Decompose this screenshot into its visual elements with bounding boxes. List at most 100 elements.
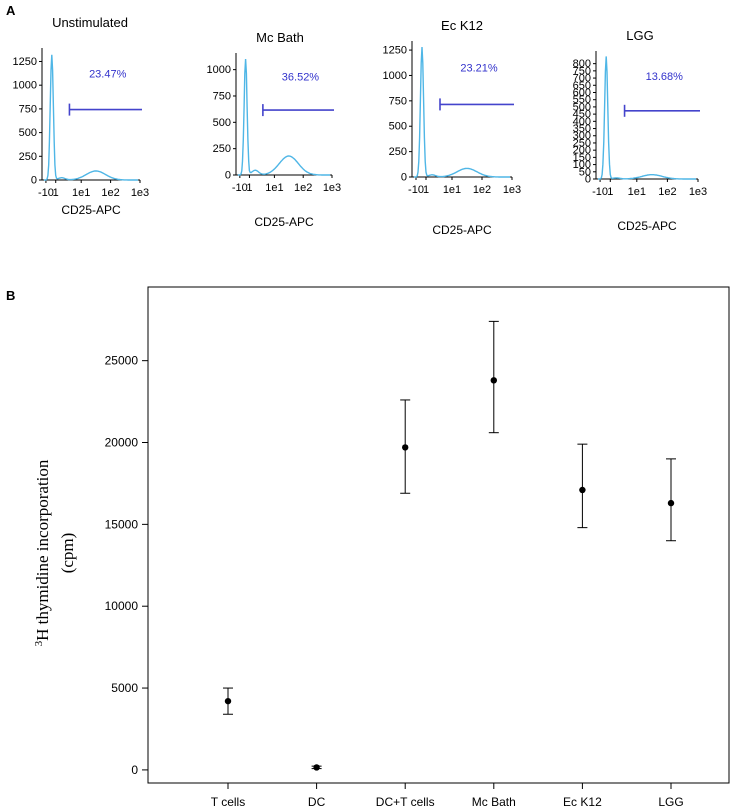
histogram-y-tick-label: 1000 [207,64,231,76]
histogram-curve [598,56,696,180]
histogram-x-tick-label: 1e3 [323,182,341,194]
histogram-x-tick-label: 1 [246,182,252,194]
x-tick-label: T cells [211,795,245,809]
histogram-y-tick-label: 150 [573,152,591,164]
histogram-x-tick-label: 1e2 [658,186,676,198]
histogram-x-tick-label: 1 [607,186,613,198]
histogram-x-tick-label: 1e3 [503,184,521,196]
histogram-x-tick-label: -10 [38,187,54,199]
plot-frame [147,286,730,784]
data-point-marker [224,697,232,705]
data-point-dc-t-cells [400,399,411,494]
histogram-curve [414,46,510,178]
histogram-y-tick-label: 250 [573,137,591,149]
histogram-y-tick-label: 750 [573,65,591,77]
histogram-y-tick-label: 700 [573,73,591,85]
histogram-y-tick-label: 300 [573,130,591,142]
histogram-y-tick-label: 0 [225,170,231,182]
histogram-y-tick-label: 500 [19,127,37,139]
histogram-x-axis-label: CD25-APC [617,219,677,233]
panel-b-letter: B [6,288,15,303]
histogram-y-tick-label: 550 [573,94,591,106]
histogram-title: LGG [626,28,653,43]
data-point-marker [402,444,409,451]
panel-b-chart: 0 5000 10000 15000 20000 25000 T cells DC DC+T … [33,286,730,809]
y-axis: 0 5000 10000 15000 20000 25000 [105,354,148,777]
histogram-title: Mc Bath [256,30,304,45]
histogram-y-tick-label: 50 [579,166,591,178]
data-points [223,320,676,771]
histogram-x-tick-label: 1e1 [443,184,461,196]
x-tick-label: DC+T cells [376,795,435,809]
y-tick-label: 5000 [111,681,138,695]
data-point-marker [313,764,320,771]
gate-percent-label: 23.47% [89,69,127,81]
histogram-y-tick-label: 0 [585,174,591,186]
histogram-y-tick-label: 0 [401,172,407,184]
histogram-y-tick-label: 350 [573,123,591,135]
data-point-ec-k12 [577,443,588,529]
gate-percent-label: 13.68% [646,71,684,83]
histogram-y-tick-label: 600 [573,87,591,99]
histogram-x-tick-label: -10 [232,182,248,194]
histogram-x-tick-label: 1e1 [628,186,646,198]
y-axis-label-unit: (cpm) [58,533,77,574]
gate-percent-label: 36.52% [282,72,320,84]
histogram-y-tick-label: 800 [573,58,591,70]
histogram-x-axis-label: CD25-APC [432,223,492,237]
histogram-y-tick-label: 250 [213,143,231,155]
histogram-y-tick-label: 200 [573,145,591,157]
data-point-marker [667,499,675,507]
histogram-y-tick-label: 0 [31,175,37,187]
histogram-x-tick-label: 1e1 [72,187,90,199]
histogram-x-tick-label: 1 [423,184,429,196]
x-tick-label: DC [308,795,326,809]
histogram-y-tick-label: 250 [19,151,37,163]
histogram-title: Unstimulated [52,15,128,30]
y-axis-label: 3H thymidine incorporation [33,459,52,646]
histogram-x-axis-label: CD25-APC [61,203,121,217]
histogram-y-tick-label: 250 [389,146,407,158]
histogram-x-tick-label: -10 [592,186,608,198]
data-point-lgg [666,458,676,542]
x-axis: T cells DC DC+T cells Mc Bath Ec K12 LGG [211,783,684,809]
data-point-t-cells [223,687,233,715]
histogram-x-tick-label: 1e2 [473,184,491,196]
data-point-mc-bath [488,320,499,434]
histogram-y-tick-label: 650 [573,80,591,92]
histogram-x-tick-label: -10 [408,184,424,196]
histogram-y-tick-label: 750 [213,90,231,102]
histogram-x-tick-label: 1e3 [131,187,149,199]
y-axis-label-superscript: 3 [33,640,45,646]
histogram-2: Mc Bath 0 250 500 750 1000 -101 1e1 1e2 1e3 CD25-A… [207,30,342,229]
x-tick-label: Mc Bath [472,795,516,809]
histogram-y-tick-label: 1250 [383,45,407,57]
y-tick-label: 25000 [105,354,139,368]
histogram-3: Ec K12 0 250 500 750 1000 1250 -101 1e1 1e2 1e3 CD2… [383,18,522,237]
histogram-y-tick-label: 500 [213,117,231,129]
histogram-x-tick-label: 1 [53,187,59,199]
gate-percent-label: 23.21% [460,62,498,74]
histogram-y-tick-label: 400 [573,116,591,128]
y-axis-label-main: H thymidine incorporation [33,459,52,641]
histogram-x-tick-label: 1e3 [689,186,707,198]
histogram-x-tick-label: 1e2 [101,187,119,199]
histogram-y-tick-label: 750 [389,95,407,107]
y-tick-label: 20000 [105,436,139,450]
histogram-curve [237,59,331,176]
histogram-x-axis-label: CD25-APC [254,215,314,229]
data-point-marker [579,486,586,494]
histogram-4: LGG 0501001502002503003504004505005506006… [573,28,708,233]
y-tick-label: 0 [131,763,138,777]
histogram-title: Ec K12 [441,18,483,33]
y-tick-label: 10000 [105,599,139,613]
histogram-curve [44,54,138,181]
histogram-y-tick-label: 500 [573,101,591,113]
histogram-y-tick-label: 450 [573,109,591,121]
histogram-y-tick-label: 1000 [383,70,407,82]
histogram-y-tick-label: 750 [19,103,37,115]
x-tick-label: LGG [658,795,683,809]
histogram-y-tick-label: 1250 [13,56,37,68]
